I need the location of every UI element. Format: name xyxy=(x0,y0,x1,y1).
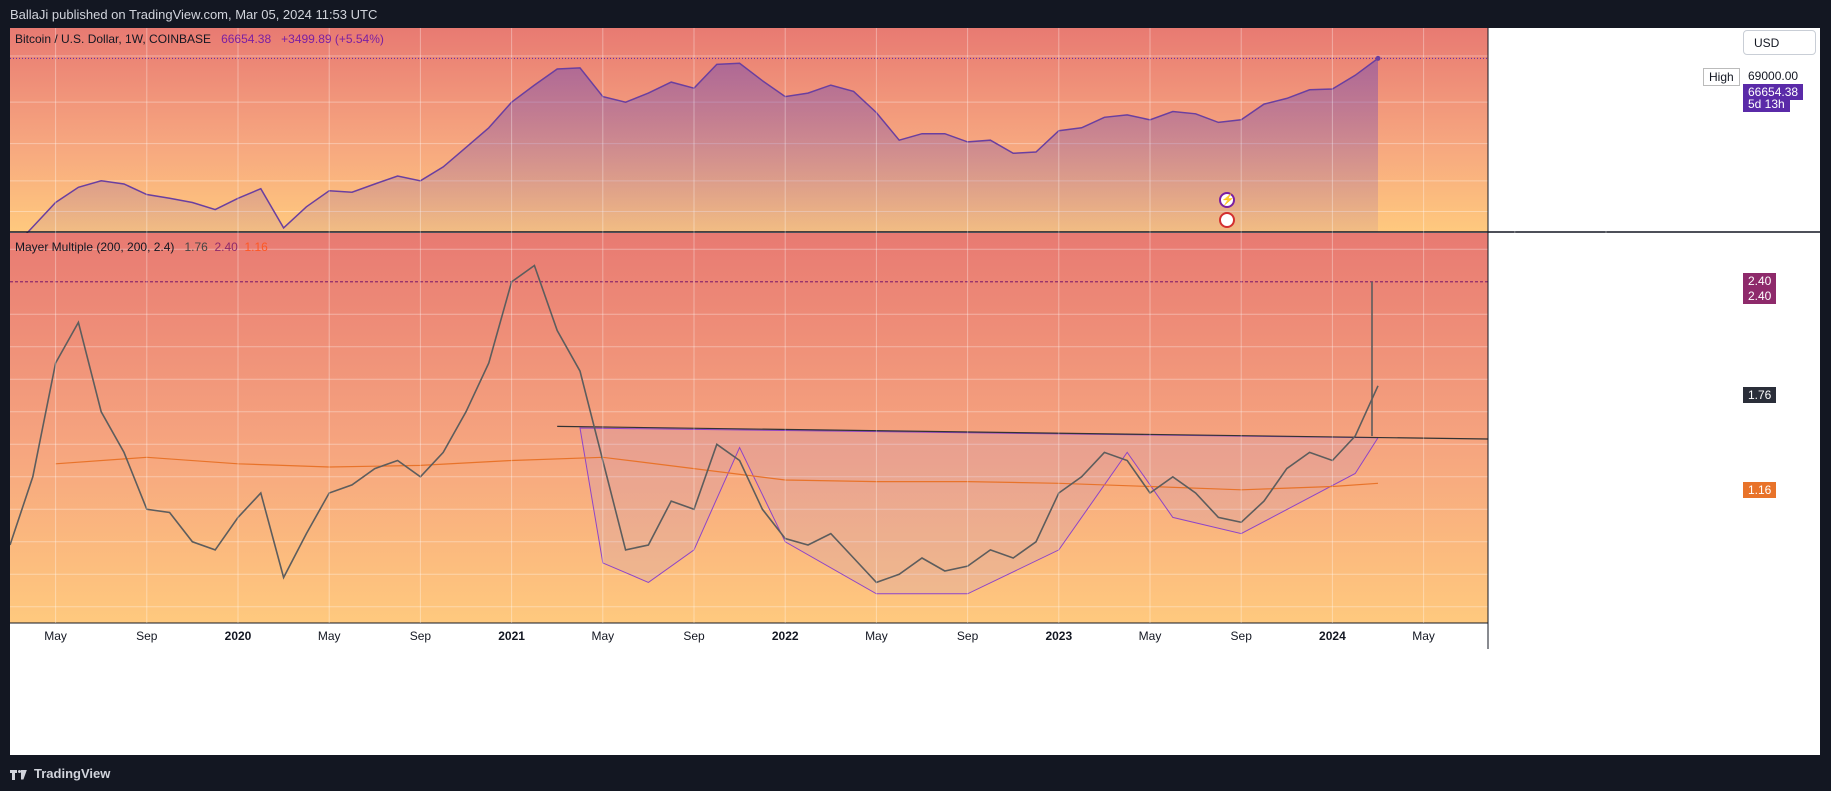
time-axis-label: May xyxy=(1139,629,1162,643)
time-axis-label: May xyxy=(318,629,341,643)
chart-svg[interactable]: 69000.0035000.0019000.0011000.007000.00 … xyxy=(10,28,1820,755)
high-label: High xyxy=(1703,68,1740,86)
footer-brand: TradingView xyxy=(34,766,111,781)
time-axis-label: May xyxy=(1412,629,1435,643)
time-axis-label: May xyxy=(865,629,888,643)
publisher-line: BallaJi published on TradingView.com, Ma… xyxy=(10,7,378,22)
indicator-legend-v2: 2.40 xyxy=(214,240,238,254)
price-legend-price: 66654.38 xyxy=(221,32,272,46)
threshold-tag-upper: 2.40 xyxy=(1743,273,1777,289)
indicator-legend: Mayer Multiple (200, 200, 2.4) 1.76 2.40… xyxy=(15,240,268,254)
time-axis-label: Sep xyxy=(683,629,705,643)
price-line xyxy=(10,57,1379,252)
time-axis-label: 2024 xyxy=(1319,629,1346,643)
time-axis-label: 2023 xyxy=(1045,629,1072,643)
time-axis-label: May xyxy=(591,629,614,643)
indicator-legend-v3: 1.16 xyxy=(244,240,268,254)
price-pane[interactable]: 69000.0035000.0019000.0011000.007000.00 xyxy=(10,28,1814,252)
mayer-multiple-line xyxy=(10,264,1379,584)
price-legend-change: +3499.89 (+5.54%) xyxy=(281,32,384,46)
time-axis-label: Sep xyxy=(410,629,432,643)
time-axis-label: Sep xyxy=(957,629,979,643)
time-axis-label: Sep xyxy=(1231,629,1253,643)
price-legend: Bitcoin / U.S. Dollar, 1W, COINBASE 6665… xyxy=(15,32,384,46)
time-axis-label: 2021 xyxy=(498,629,525,643)
tradingview-logo-icon xyxy=(10,768,28,780)
price-area xyxy=(10,58,1378,252)
indicator-pane[interactable]: 2.602.202.001.801.601.401.201.000.800.60… xyxy=(10,233,1820,623)
time-axis-label: Sep xyxy=(136,629,158,643)
lightning-icon[interactable]: ⚡ xyxy=(1219,192,1235,208)
indicator-legend-name: Mayer Multiple (200, 200, 2.4) xyxy=(15,240,175,254)
last-price-dot xyxy=(1375,55,1381,61)
ma-value-tag: 1.16 xyxy=(1743,482,1777,498)
time-axis-label: 2020 xyxy=(225,629,252,643)
current-value-tag: 1.76 xyxy=(1743,387,1777,403)
ma-line xyxy=(55,456,1379,491)
indicator-pane-bg xyxy=(10,233,1488,623)
price-axis-bg xyxy=(1488,28,1820,649)
footer: TradingView xyxy=(10,766,110,781)
currency-button[interactable]: USD xyxy=(1743,30,1816,55)
countdown-tag: 5d 13h xyxy=(1743,96,1790,112)
us-flag-icon[interactable] xyxy=(1219,212,1235,228)
pattern-overlay xyxy=(579,427,1379,595)
chart-frame[interactable]: 69000.0035000.0019000.0011000.007000.00 … xyxy=(10,28,1820,755)
time-axis-label: 2022 xyxy=(772,629,799,643)
time-axis-label: May xyxy=(44,629,67,643)
indicator-legend-v1: 1.76 xyxy=(184,240,208,254)
high-value: 69000.00 xyxy=(1743,68,1804,84)
price-legend-name: Bitcoin / U.S. Dollar, 1W, COINBASE xyxy=(15,32,212,46)
threshold-tag-lower: 2.40 xyxy=(1743,288,1777,304)
